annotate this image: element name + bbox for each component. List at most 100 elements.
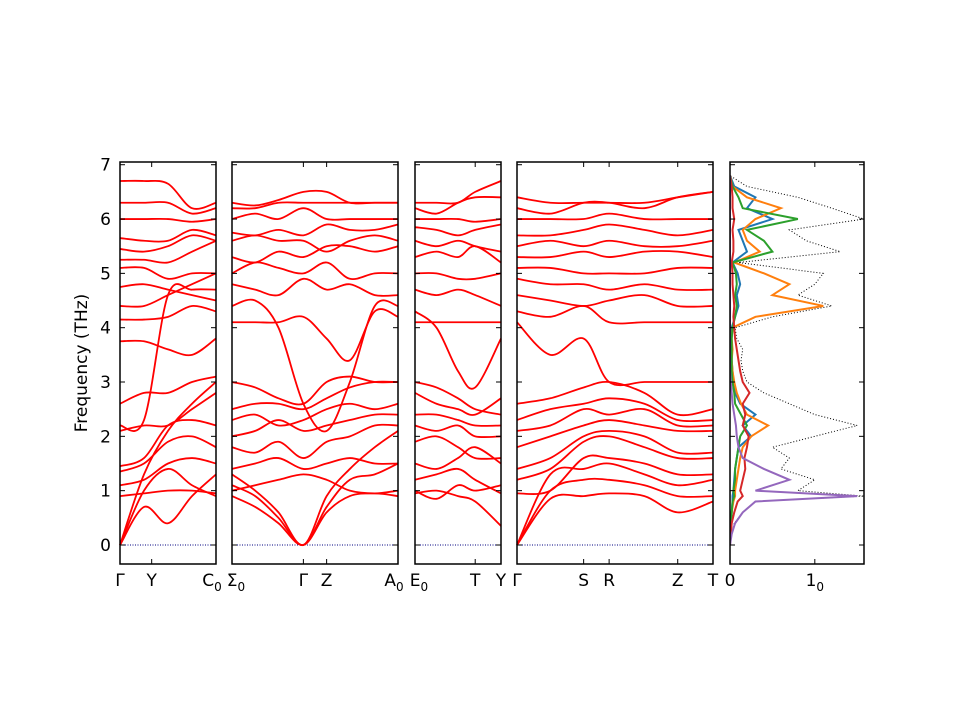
y-tick-label: 2 xyxy=(100,427,111,447)
band-line xyxy=(231,492,399,546)
band-line xyxy=(231,261,399,281)
band-line xyxy=(516,419,714,449)
band-line xyxy=(231,462,399,546)
band-line xyxy=(414,223,502,237)
dos-x-tick-label: 10 xyxy=(806,571,824,594)
panel-frame xyxy=(231,161,399,565)
band-line xyxy=(414,484,502,500)
x-tick-label: R xyxy=(603,571,615,591)
x-tick-label: E0 xyxy=(410,571,428,594)
band-line xyxy=(231,375,399,406)
band-line xyxy=(119,304,217,321)
band-line xyxy=(414,413,502,427)
x-tick-label: Y xyxy=(495,571,507,591)
band-line xyxy=(119,468,217,546)
dos-line-p3 xyxy=(730,175,799,545)
band-line xyxy=(516,294,714,308)
band-line xyxy=(119,435,217,473)
band-line xyxy=(414,467,502,495)
x-tick-label: Z xyxy=(672,571,684,591)
band-line xyxy=(119,234,217,253)
band-line xyxy=(231,234,399,253)
band-line xyxy=(231,413,399,438)
band-line xyxy=(231,277,399,297)
band-line xyxy=(232,308,399,362)
y-tick-label: 5 xyxy=(100,264,111,284)
band-line xyxy=(120,217,217,223)
band-line xyxy=(231,430,399,546)
y-tick-label: 6 xyxy=(100,210,111,230)
band-line xyxy=(516,407,714,432)
band-line xyxy=(516,190,714,205)
band-line xyxy=(231,207,398,221)
y-tick-label: 4 xyxy=(100,319,111,339)
band-line xyxy=(119,337,217,357)
band-line xyxy=(119,283,217,432)
band-line xyxy=(231,244,399,264)
band-line xyxy=(516,397,714,423)
y-axis-label: Frequency (THz) xyxy=(72,294,92,433)
band-line xyxy=(516,454,714,495)
dos-line-p1 xyxy=(730,175,776,545)
band-line xyxy=(516,462,714,546)
band-line xyxy=(516,239,714,248)
band-line xyxy=(516,435,714,481)
band-line xyxy=(414,196,502,215)
x-tick-label: S xyxy=(578,571,589,591)
band-line xyxy=(414,272,502,281)
band-line xyxy=(414,239,502,253)
dos-line-p4 xyxy=(730,175,751,546)
dos-line-p5 xyxy=(730,175,858,546)
band-line xyxy=(231,189,398,207)
band-line xyxy=(119,489,217,497)
dos-line-total xyxy=(730,175,864,546)
band-line xyxy=(120,201,217,215)
band-line xyxy=(414,446,502,470)
y-tick-label: 1 xyxy=(100,482,111,502)
band-panel-1: Σ0 Γ Z A0 xyxy=(227,161,404,594)
band-line xyxy=(231,402,399,427)
band-line xyxy=(414,489,502,527)
band-line xyxy=(516,321,713,387)
band-line xyxy=(516,492,714,546)
band-line xyxy=(414,381,502,416)
band-line xyxy=(119,239,217,264)
band-line xyxy=(119,179,217,210)
band-line xyxy=(414,435,502,460)
y-tick-label: 7 xyxy=(100,156,111,176)
band-line xyxy=(119,375,217,405)
x-tick-label: A0 xyxy=(384,571,403,594)
band-line xyxy=(414,424,502,439)
panel-frame xyxy=(516,161,714,565)
x-tick-label: Γ xyxy=(115,571,125,591)
band-line xyxy=(119,283,217,302)
band-line xyxy=(231,423,399,459)
panel-frame xyxy=(729,161,865,565)
band-line xyxy=(516,430,714,470)
band-line xyxy=(414,288,502,307)
x-tick-label: T xyxy=(707,571,719,591)
band-line xyxy=(516,305,713,325)
x-tick-label: Y xyxy=(145,571,157,591)
x-tick-label: T xyxy=(469,571,481,591)
x-tick-label: Γ xyxy=(512,571,522,591)
panel-frame xyxy=(414,161,502,565)
band-line xyxy=(119,266,217,280)
x-tick-label: C0 xyxy=(202,571,222,594)
y-tick-label: 3 xyxy=(100,373,111,393)
dos-panel: 0 10 xyxy=(725,161,865,594)
band-line xyxy=(231,380,399,411)
x-tick-label: Γ xyxy=(299,571,309,591)
band-line xyxy=(119,381,217,546)
y-tick-label: 0 xyxy=(100,536,111,556)
band-panel-0: 0 1 2 3 4 5 6 7 Γ Y C0 xyxy=(100,156,222,594)
band-line xyxy=(119,392,217,432)
band-line xyxy=(516,250,714,259)
band-line xyxy=(516,266,714,275)
band-line xyxy=(231,223,399,237)
x-tick-label: Z xyxy=(321,571,333,591)
band-line xyxy=(119,457,217,487)
dos-x-tick-label: 0 xyxy=(725,571,736,591)
band-line xyxy=(414,245,502,264)
